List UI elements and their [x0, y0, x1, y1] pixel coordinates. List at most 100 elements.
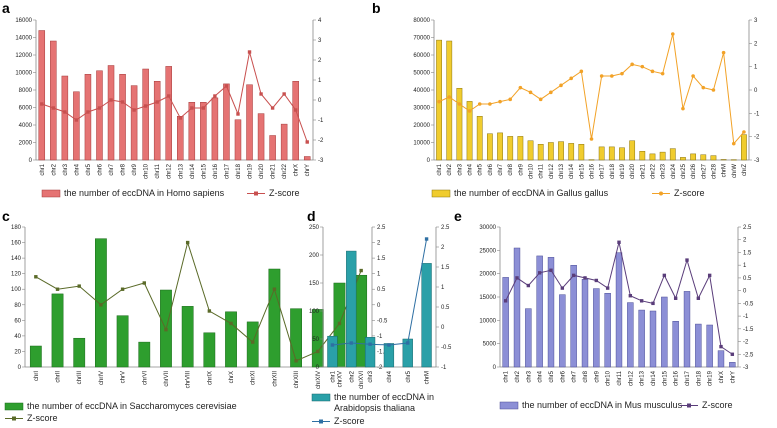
- bar: [165, 66, 172, 161]
- z-score-point: [508, 97, 513, 102]
- legend-line-label: Z-score: [702, 400, 733, 410]
- x-tick-label: chr15: [579, 163, 585, 179]
- y-tick-label: 60000: [413, 53, 430, 59]
- z-score-point: [498, 99, 502, 104]
- z-score-point: [639, 299, 644, 303]
- y2-tick-label: -1: [441, 365, 447, 371]
- bar: [138, 341, 151, 368]
- panel-label: a: [2, 0, 10, 16]
- x-tick-label: chr19: [248, 163, 254, 179]
- x-tick-label: chr8: [508, 163, 514, 175]
- z-score-point: [207, 309, 212, 313]
- bar: [690, 153, 697, 161]
- bar: [466, 101, 473, 161]
- legend-line-marker: [12, 416, 16, 421]
- x-tick-label: chrXVI: [359, 371, 365, 389]
- y-tick-label: 10000: [413, 141, 430, 147]
- z-score-point: [55, 287, 60, 291]
- y2-tick-label: -2: [743, 340, 749, 346]
- y-tick-label: 5000: [483, 342, 497, 348]
- y2-tick-label: 0.5: [377, 287, 386, 293]
- z-score-point: [109, 98, 113, 102]
- x-tick-label: chr12: [167, 163, 173, 179]
- x-tick-label: chr18: [696, 370, 702, 386]
- y2-tick-label: 3: [754, 18, 758, 24]
- y-tick-label: 180: [11, 225, 22, 231]
- x-tick-label: chr3: [526, 370, 532, 382]
- y2-tick-label: -1: [377, 334, 383, 340]
- y-tick-label: 70000: [413, 36, 430, 42]
- z-score-point: [406, 341, 410, 345]
- bar: [50, 40, 57, 161]
- y2-tick-label: 2.5: [441, 225, 450, 231]
- x-tick-label: chr5: [478, 163, 484, 175]
- z-score-point: [337, 321, 342, 326]
- y-tick-label: 10000: [479, 318, 496, 324]
- x-tick-label: chr4: [468, 163, 474, 175]
- bar: [604, 293, 611, 368]
- bar: [181, 306, 194, 368]
- z-score-point: [74, 118, 79, 122]
- bar: [559, 294, 566, 368]
- y2-tick-label: -0.5: [441, 345, 452, 351]
- z-score-point: [599, 74, 604, 78]
- y-tick-label: 30000: [479, 225, 496, 231]
- x-tick-label: chr5: [549, 370, 555, 382]
- x-tick-label: chr4: [538, 370, 544, 382]
- z-score-point: [142, 281, 146, 285]
- y-tick-label: 6000: [19, 106, 33, 112]
- z-score-point: [518, 85, 523, 90]
- z-score-point: [132, 108, 136, 112]
- legend-bar-swatch: [311, 393, 331, 402]
- z-score-point: [34, 275, 38, 279]
- x-tick-label: chr14: [569, 163, 575, 179]
- bar: [292, 81, 299, 161]
- z-score-point: [143, 104, 148, 108]
- bar: [547, 257, 555, 368]
- z-score-point: [628, 294, 633, 298]
- bar: [268, 268, 281, 368]
- z-score-point: [236, 112, 240, 116]
- legend-bar-label: the number of eccDNA in Arabidopsis thali…: [334, 392, 434, 413]
- y-tick-label: 50000: [413, 71, 430, 77]
- panel-c-saccharomyces-cerevisiae: c020406080100120140160180-2-1.5-1-0.500.…: [2, 208, 388, 423]
- x-tick-label: chr5: [86, 163, 92, 175]
- z-score-point: [86, 110, 90, 114]
- bar: [558, 141, 564, 161]
- bar: [116, 315, 129, 368]
- x-tick-label: chrXIII: [294, 371, 300, 389]
- bar: [578, 144, 585, 161]
- y2-tick-label: -2: [377, 365, 383, 371]
- y2-tick-label: 1.5: [743, 250, 752, 256]
- x-tick-label: chr17: [600, 163, 606, 179]
- x-tick-label: chr1: [40, 163, 46, 175]
- z-score-point: [719, 344, 723, 349]
- z-score-point: [349, 341, 353, 345]
- bar: [211, 97, 219, 161]
- z-score-point: [742, 130, 746, 134]
- z-score-point: [293, 108, 298, 112]
- bar: [615, 252, 623, 368]
- z-score-point: [691, 74, 695, 78]
- legend-line-label: Z-score: [334, 416, 365, 426]
- y-tick-label: 160: [11, 241, 22, 247]
- bar: [290, 308, 302, 368]
- z-score-point: [178, 116, 182, 120]
- z-score-point: [447, 95, 452, 99]
- x-tick-label: chr11: [155, 163, 161, 178]
- bar: [346, 250, 357, 368]
- z-score-point: [630, 62, 634, 67]
- bar: [225, 311, 237, 368]
- x-tick-label: chr19: [620, 163, 626, 179]
- y-tick-label: 50: [312, 337, 319, 343]
- x-tick-label: chr28: [711, 163, 717, 179]
- legend-bar-label: the number of eccDNA in Gallus gallus: [454, 188, 609, 198]
- y2-tick-label: -3: [318, 158, 324, 164]
- z-score-point: [685, 258, 689, 262]
- bar: [593, 288, 600, 368]
- bar: [421, 263, 432, 368]
- z-score-point: [528, 90, 533, 95]
- z-score-point: [213, 94, 217, 98]
- x-tick-label: chr14: [651, 370, 657, 386]
